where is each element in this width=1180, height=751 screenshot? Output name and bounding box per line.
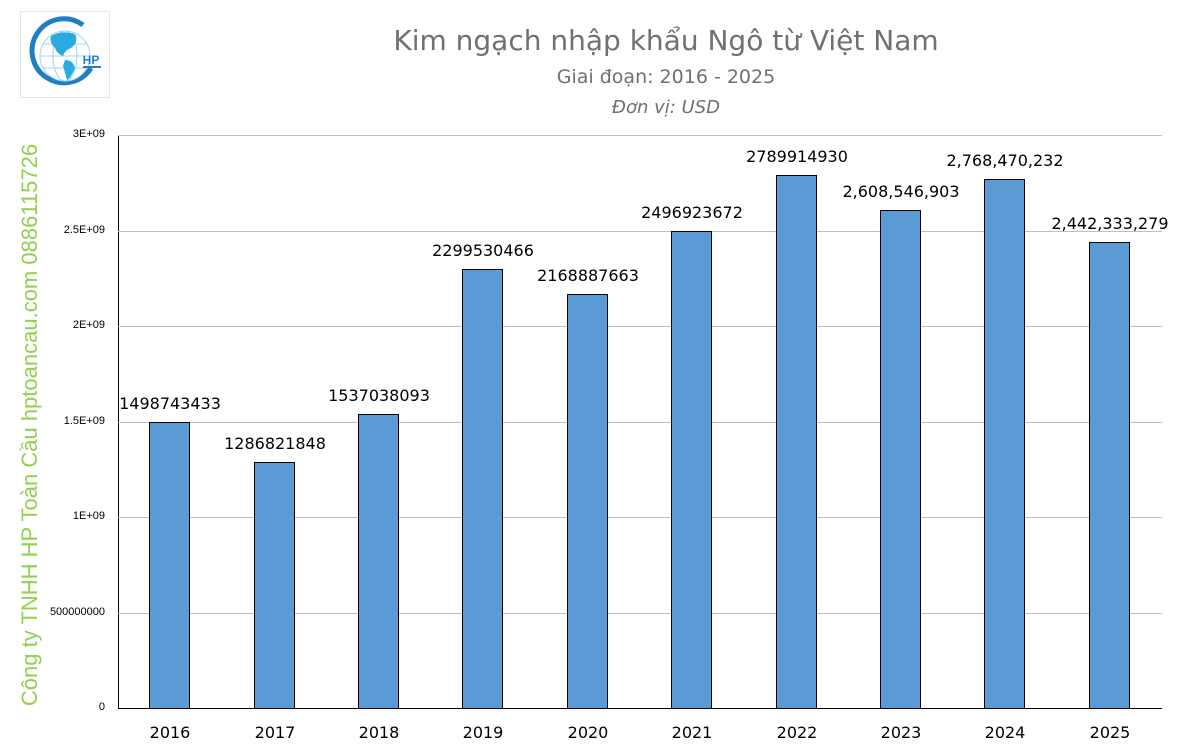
data-label: 2299530466 [432, 241, 534, 260]
x-tick-label: 2019 [462, 723, 504, 742]
gridline [118, 422, 1162, 423]
data-label: 1286821848 [224, 434, 326, 453]
bar-2021 [671, 231, 712, 709]
chart-title: Kim ngạch nhập khẩu Ngô từ Việt Nam [393, 24, 939, 57]
x-tick-label: 2017 [254, 723, 296, 742]
x-tick-label: 2020 [567, 723, 609, 742]
x-tick-label: 2016 [149, 723, 191, 742]
data-label: 2789914930 [746, 147, 848, 166]
y-tick-label: 2.5E+09 [63, 224, 105, 236]
gridline [118, 326, 1162, 327]
x-axis-line [118, 708, 1162, 709]
y-tick-label: 3E+09 [72, 128, 105, 140]
x-tick-label: 2022 [776, 723, 818, 742]
x-tick-label: 2023 [880, 723, 922, 742]
gridline [118, 135, 1162, 136]
y-tick-label: 2E+09 [72, 319, 105, 331]
y-tick-label: 1E+09 [72, 510, 105, 522]
x-tick-label: 2021 [671, 723, 713, 742]
data-label: 2496923672 [641, 203, 743, 222]
bar-2025 [1089, 242, 1130, 709]
watermark-text: Công ty TNHH HP Toàn Cầu hptoancau.com 0… [17, 143, 42, 707]
bar-2017 [254, 462, 295, 709]
data-label: 2168887663 [537, 266, 639, 285]
x-tick-label: 2018 [358, 723, 400, 742]
y-tick-label: 0 [98, 701, 105, 713]
data-label: 1537038093 [328, 386, 430, 405]
bar-2022 [776, 175, 817, 709]
bar-2016 [149, 422, 190, 709]
company-logo: HP [20, 11, 110, 98]
x-tick-label: 2025 [1089, 723, 1131, 742]
chart-subtitle: Giai đoạn: 2016 - 2025 [556, 66, 776, 88]
gridline [118, 517, 1162, 518]
data-label: 2,608,546,903 [842, 182, 960, 201]
bar-2020 [567, 294, 608, 709]
gridline [118, 231, 1162, 232]
svg-text:HP: HP [83, 53, 100, 67]
bar-2024 [984, 179, 1025, 709]
y-tick-label: 500000000 [49, 606, 105, 618]
bar-2018 [358, 414, 399, 709]
y-tick-label: 1.5E+09 [63, 415, 105, 427]
data-label: 1498743433 [119, 394, 221, 413]
y-axis-line [118, 135, 119, 708]
bar-2019 [462, 269, 503, 709]
data-label: 2,442,333,279 [1051, 214, 1169, 233]
x-tick-label: 2024 [984, 723, 1026, 742]
chart-unit: Đơn vị: USD [612, 97, 720, 118]
bar-2023 [880, 210, 921, 709]
globe-logo-icon: HP [29, 16, 101, 86]
gridline [118, 613, 1162, 614]
data-label: 2,768,470,232 [946, 151, 1064, 170]
